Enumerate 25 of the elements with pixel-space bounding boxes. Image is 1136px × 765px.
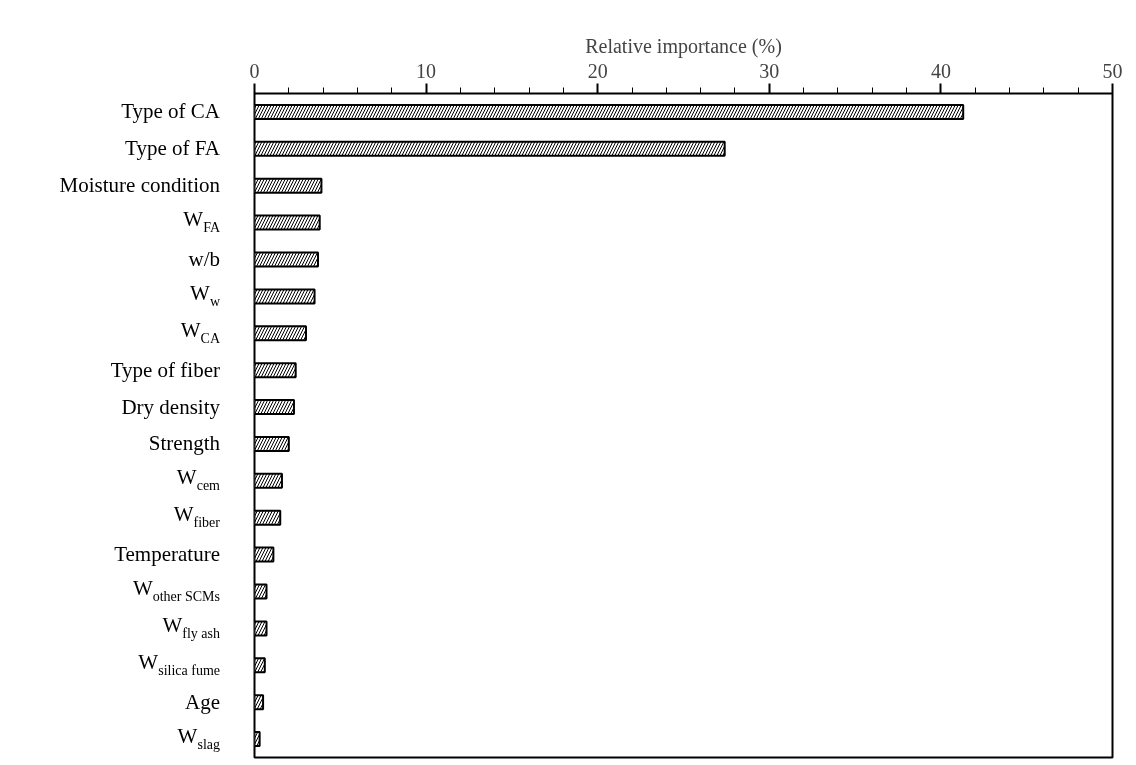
- y-tick-label: Dry density: [121, 394, 220, 419]
- y-tick-label: W$_{CA}$: [180, 318, 220, 346]
- y-tick-label: W$_{FA}$: [183, 207, 220, 235]
- y-tick-label: Strength: [148, 430, 220, 455]
- x-tick-label: 30: [759, 59, 780, 82]
- y-tick-label: W$_{cem}$: [176, 465, 220, 493]
- y-tick-label: Type of CA: [121, 98, 220, 123]
- y-tick-label: W$_{w}$: [190, 281, 220, 309]
- y-tick-label: Age: [185, 689, 220, 714]
- y-tick-label: Temperature: [114, 541, 220, 566]
- x-tick-label: 20: [587, 59, 608, 82]
- x-tick-label: 0: [249, 59, 260, 82]
- y-tick-label: w/b: [188, 246, 220, 271]
- x-axis-title: Relative importance (%): [585, 34, 782, 58]
- y-tick-label: W$_{fiber}$: [173, 502, 220, 530]
- x-tick-label: 10: [416, 59, 437, 82]
- y-tick-label: W$_{silica fume}$: [138, 650, 220, 678]
- y-tick-label: Moisture condition: [59, 172, 220, 197]
- y-tick-label: Type of fiber: [110, 357, 220, 382]
- y-tick-label: W$_{fly ash}$: [162, 613, 220, 641]
- y-tick-label: W$_{other SCMs}$: [132, 576, 220, 604]
- y-tick-label: Type of FA: [125, 135, 220, 160]
- y-tick-label: W$_{slag}$: [177, 724, 220, 752]
- x-tick-label: 40: [930, 59, 951, 82]
- x-tick-label: 50: [1102, 59, 1123, 82]
